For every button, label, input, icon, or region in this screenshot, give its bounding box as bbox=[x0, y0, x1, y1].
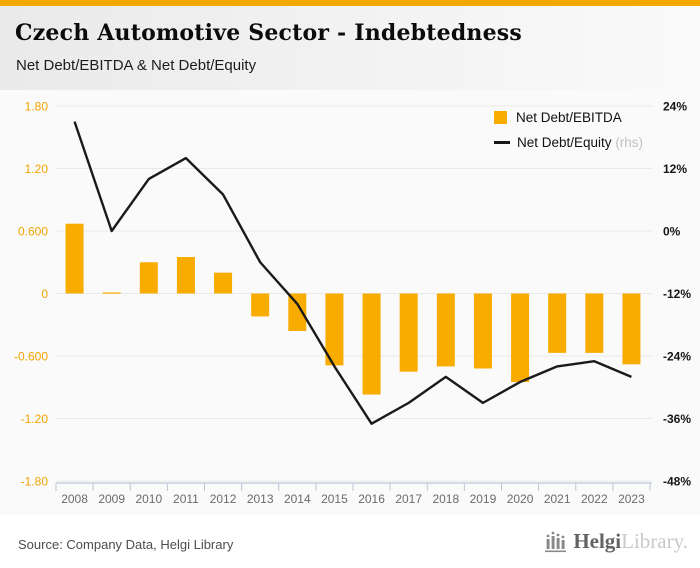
indebtedness-chart: 1.80 24% 1.20 12% 0.600 0% 0 -12% -0.600 -24% -1.2… bbox=[14, 100, 691, 507]
svg-text:-1.80: -1.80 bbox=[21, 475, 49, 489]
svg-text:2022: 2022 bbox=[581, 492, 608, 506]
svg-text:2012: 2012 bbox=[210, 492, 237, 506]
svg-text:0%: 0% bbox=[663, 225, 681, 239]
legend-ebitda-label: Net Debt/EBITDA bbox=[516, 110, 622, 125]
logo-text: HelgiLibrary. bbox=[573, 529, 688, 553]
svg-text:2019: 2019 bbox=[470, 492, 497, 506]
svg-text:1.20: 1.20 bbox=[25, 162, 49, 176]
chart-legend: Net Debt/EBITDA Net Debt/Equity (rhs) bbox=[494, 105, 643, 155]
legend-equity-label: Net Debt/Equity (rhs) bbox=[517, 135, 644, 150]
svg-text:2023: 2023 bbox=[618, 492, 645, 506]
svg-text:2011: 2011 bbox=[173, 492, 199, 506]
helgi-library-logo: HelgiLibrary. bbox=[543, 529, 688, 554]
svg-text:2020: 2020 bbox=[507, 492, 534, 506]
svg-text:-48%: -48% bbox=[663, 475, 691, 489]
svg-text:2010: 2010 bbox=[135, 492, 162, 506]
svg-text:2013: 2013 bbox=[247, 492, 274, 506]
chart-header: Czech Automotive Sector - Indebtedness N… bbox=[0, 6, 700, 90]
svg-text:2008: 2008 bbox=[61, 492, 88, 506]
svg-text:-1.20: -1.20 bbox=[21, 412, 49, 426]
svg-text:24%: 24% bbox=[663, 100, 687, 114]
svg-text:-0.600: -0.600 bbox=[14, 350, 48, 364]
svg-text:2009: 2009 bbox=[98, 492, 125, 506]
svg-text:0: 0 bbox=[41, 287, 48, 301]
legend-equity-swatch bbox=[494, 141, 510, 144]
svg-text:2017: 2017 bbox=[395, 492, 422, 506]
svg-text:2018: 2018 bbox=[432, 492, 459, 506]
svg-text:1.80: 1.80 bbox=[25, 100, 49, 114]
svg-text:-12%: -12% bbox=[663, 287, 691, 301]
svg-text:0.600: 0.600 bbox=[18, 225, 48, 239]
accent-top-bar bbox=[0, 0, 700, 6]
chart-footer: Source: Company Data, Helgi Library Helg… bbox=[0, 515, 700, 568]
svg-text:2015: 2015 bbox=[321, 492, 348, 506]
legend-ebitda-swatch bbox=[494, 111, 507, 124]
svg-text:-36%: -36% bbox=[663, 412, 691, 426]
svg-text:2021: 2021 bbox=[544, 492, 571, 506]
svg-text:2014: 2014 bbox=[284, 492, 311, 506]
legend-rhs-note: (rhs) bbox=[615, 135, 644, 150]
svg-text:2016: 2016 bbox=[358, 492, 385, 506]
svg-text:-24%: -24% bbox=[663, 350, 691, 364]
page-title: Czech Automotive Sector - Indebtedness bbox=[15, 20, 522, 46]
legend-item-ebitda: Net Debt/EBITDA bbox=[494, 105, 643, 130]
svg-text:12%: 12% bbox=[663, 162, 687, 176]
page-subtitle: Net Debt/EBITDA & Net Debt/Equity bbox=[16, 57, 257, 74]
chart-area: 1.80 24% 1.20 12% 0.600 0% 0 -12% -0.600 -24% -1.2… bbox=[0, 90, 700, 515]
helgi-logo-icon bbox=[545, 531, 567, 552]
legend-item-equity: Net Debt/Equity (rhs) bbox=[494, 130, 643, 155]
source-note: Source: Company Data, Helgi Library bbox=[18, 537, 234, 552]
